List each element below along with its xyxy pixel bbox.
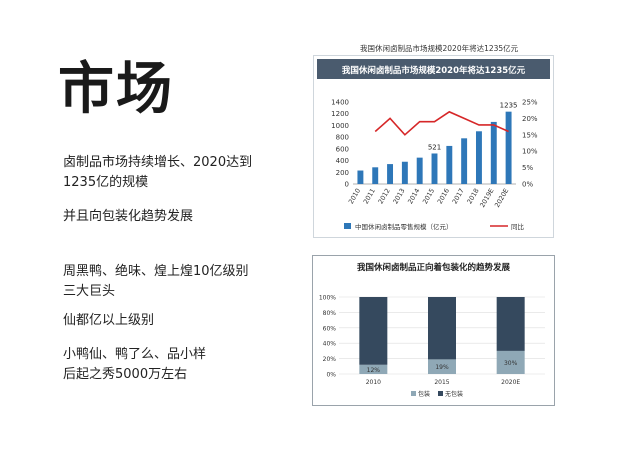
- chart1-y2-tick: 10%: [522, 148, 538, 156]
- chart1-x-tick: 2010: [347, 187, 362, 205]
- chart1-bar: [372, 167, 379, 184]
- chart1-x-tick: 2014: [406, 187, 421, 205]
- chart1-y-tick: 1400: [331, 99, 349, 107]
- chart1-x-tick: 2017: [451, 187, 466, 205]
- chart1-legend-swatch-bar: [344, 223, 351, 229]
- chart1-x-tick: 2015: [421, 187, 436, 205]
- chart2-legend-label-packaged: 包装: [418, 390, 430, 398]
- chart1-x-tick: 2012: [377, 187, 392, 205]
- chart2-title: 我国休闲卤制品正向着包装化的趋势发展: [357, 262, 511, 273]
- chart1-y2-tick: 20%: [522, 115, 538, 123]
- chart2-bar-unpackaged: [496, 297, 525, 351]
- market-size-chart-svg: 我国休闲卤制品市场规模2020年将达1235亿元 0 200 400 600 800 100…: [317, 59, 550, 231]
- chart1-y-tick: 1200: [331, 110, 349, 118]
- chart1-bar: [416, 157, 423, 184]
- chart1-y-tick: 0: [345, 181, 349, 189]
- chart1-bar: [475, 131, 482, 184]
- chart1-bar: [357, 170, 364, 184]
- chart1-x-tick: 2018: [465, 187, 480, 205]
- chart1-caption: 我国休闲卤制品市场规模2020年将达1235亿元: [360, 44, 519, 53]
- chart1-title-bar: [317, 59, 550, 79]
- chart2-y-tick: 40%: [323, 341, 337, 348]
- chart2-bar-unpackaged: [428, 297, 456, 360]
- chart1-y-tick: 600: [336, 145, 349, 153]
- chart1-legend-label-bar: 中国休闲卤制品零售规模（亿元）: [355, 222, 453, 231]
- chart1-title: 我国休闲卤制品市场规模2020年将达1235亿元: [342, 65, 526, 76]
- chart1-y2-tick: 15%: [522, 131, 538, 139]
- chart1-y-tick: 800: [336, 134, 349, 142]
- chart1-bar: [490, 121, 497, 184]
- chart1-y2-tick: 0%: [522, 181, 533, 189]
- chart2-bar-packaged: [428, 359, 456, 374]
- chart2-data-label: 30%: [504, 360, 518, 367]
- chart2-y-tick: 0%: [326, 372, 336, 379]
- chart1-y-tick: 200: [336, 169, 349, 177]
- chart1-bar: [446, 145, 453, 184]
- chart2-x-tick: 2020E: [501, 379, 520, 386]
- paragraph-top-three: 周黑鸭、绝味、煌上煌10亿级别 三大巨头: [63, 264, 249, 299]
- market-size-chart: 我国休闲卤制品市场规模2020年将达1235亿元 0 200 400 600 800 100…: [313, 55, 554, 238]
- chart2-y-tick: 60%: [323, 325, 337, 332]
- chart1-x-tick: 2020E: [493, 187, 510, 209]
- page-title: 市场: [58, 57, 174, 122]
- chart2-data-label: 12%: [367, 367, 381, 374]
- packaging-trend-chart: 我国休闲卤制品正向着包装化的趋势发展 0% 20% 40% 60% 80% 100% 12% 2…: [312, 255, 555, 406]
- chart2-y-tick: 100%: [319, 295, 336, 302]
- paragraph-packaging-trend: 并且向包装化趋势发展: [63, 209, 194, 224]
- chart2-legend-label-unpackaged: 无包装: [445, 390, 463, 398]
- chart1-y2-tick: 25%: [522, 99, 538, 107]
- chart1-y-tick: 400: [336, 157, 349, 165]
- chart2-bar-packaged: [496, 350, 525, 374]
- chart1-bar: [387, 164, 394, 184]
- chart1-x-tick: 2013: [391, 187, 406, 205]
- chart1-x-tick: 2011: [362, 187, 377, 205]
- chart2-y-tick: 80%: [323, 310, 337, 317]
- chart2-legend-swatch-unpackaged: [438, 391, 443, 396]
- chart2-bar-unpackaged: [359, 297, 388, 365]
- chart2-x-tick: 2010: [366, 379, 381, 386]
- chart1-bar: [401, 161, 408, 184]
- chart2-y-tick: 20%: [323, 356, 337, 363]
- chart2-legend-swatch-packaged: [411, 391, 416, 396]
- chart2-x-tick: 2015: [434, 379, 449, 386]
- packaging-trend-chart-svg: 我国休闲卤制品正向着包装化的趋势发展 0% 20% 40% 60% 80% 100% 12% 2…: [319, 262, 545, 398]
- chart1-y-tick: 1000: [331, 122, 349, 130]
- chart2-bar-packaged: [359, 364, 388, 374]
- chart1-bar: [505, 111, 512, 184]
- chart1-data-label: 521: [428, 143, 441, 151]
- chart2-data-label: 19%: [435, 364, 449, 371]
- chart1-legend-label-line: 同比: [511, 222, 525, 231]
- chart1-growth-line: [374, 110, 509, 136]
- chart1-data-label: 1235: [500, 102, 518, 110]
- paragraph-xiandu: 仙都亿以上级别: [63, 313, 155, 328]
- chart1-bar: [461, 138, 468, 184]
- chart1-bar: [431, 153, 438, 184]
- paragraph-newcomers: 小鸭仙、鸭了么、品小样 后起之秀5000万左右: [63, 347, 207, 382]
- chart1-x-tick: 2016: [436, 187, 451, 205]
- paragraph-market-growth: 卤制品市场持续增长、2020达到 1235亿的规模: [63, 155, 253, 190]
- chart1-y2-tick: 5%: [522, 164, 533, 172]
